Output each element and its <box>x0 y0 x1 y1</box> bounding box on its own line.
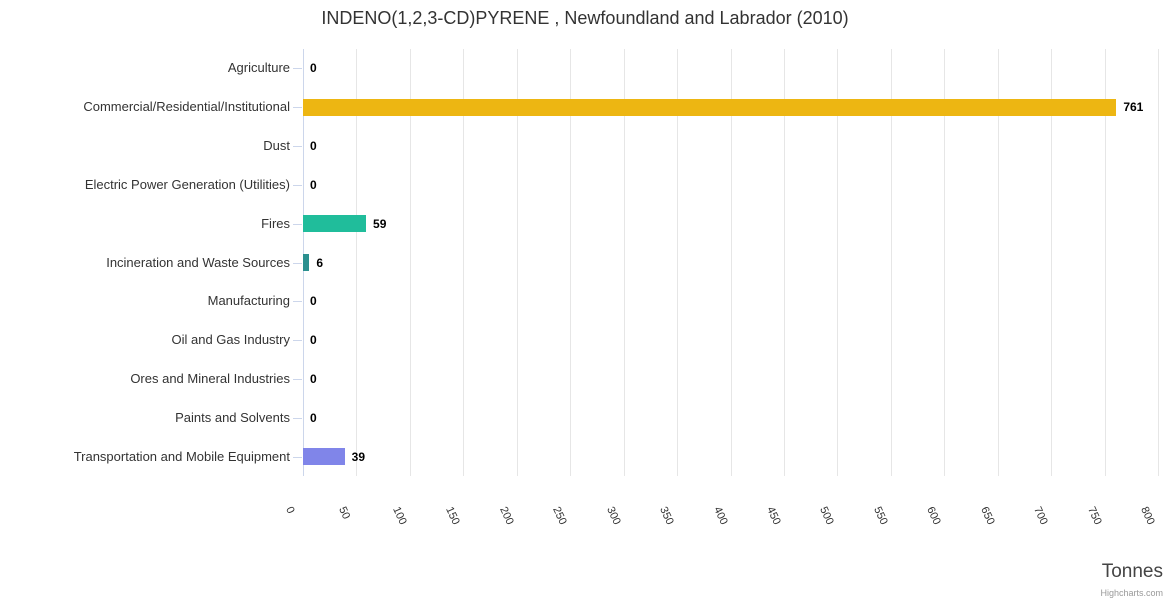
x-tick-label: 200 <box>496 505 516 527</box>
gridline <box>944 49 946 476</box>
category-label-oil-and-gas-industry: Oil and Gas Industry <box>171 332 291 348</box>
category-tick <box>293 418 302 419</box>
value-label-agriculture: 0 <box>310 61 317 76</box>
x-tick-label: 800 <box>1138 505 1157 527</box>
chart-title: INDENO(1,2,3-CD)PYRENE , Newfoundland an… <box>321 8 849 28</box>
x-tick-label: 550 <box>870 505 890 527</box>
category-label-fires: Fires <box>261 215 290 231</box>
value-label-electric-power-generation-utilities: 0 <box>310 177 317 192</box>
gridline <box>356 49 358 476</box>
category-label-commercial-residential-institutional: Commercial/Residential/Institutional <box>83 99 290 115</box>
bar-incineration-and-waste-sources[interactable] <box>303 254 310 271</box>
value-label-manufacturing: 0 <box>310 294 317 309</box>
gridline <box>409 49 411 476</box>
gridline <box>677 49 679 476</box>
gridline <box>516 49 518 476</box>
x-tick-label: 0 <box>283 505 297 516</box>
category-tick <box>293 301 302 302</box>
category-tick <box>293 146 302 147</box>
x-tick-label: 400 <box>710 505 730 527</box>
x-tick-label: 300 <box>603 505 623 527</box>
value-label-transportation-and-mobile-equipment: 39 <box>351 449 366 464</box>
x-tick-label: 450 <box>764 505 783 527</box>
bar-transportation-and-mobile-equipment[interactable] <box>303 448 345 466</box>
x-tick-label: 350 <box>657 505 676 527</box>
value-label-dust: 0 <box>310 139 317 154</box>
highcharts-credits-link[interactable]: Highcharts.com <box>1100 588 1163 598</box>
gridline <box>623 49 625 476</box>
gridline <box>783 49 785 476</box>
value-label-fires: 59 <box>373 216 387 231</box>
x-tick-label: 750 <box>1084 505 1104 527</box>
category-tick <box>293 379 302 380</box>
x-tick-label: 600 <box>924 505 944 527</box>
value-label-commercial-residential-institutional: 761 <box>1123 100 1144 115</box>
category-label-dust: Dust <box>263 138 290 154</box>
value-label-oil-and-gas-industry: 0 <box>310 333 317 348</box>
x-tick-label: 500 <box>817 505 837 527</box>
category-label-transportation-and-mobile-equipment: Transportation and Mobile Equipment <box>73 448 290 464</box>
gridline <box>1051 49 1053 476</box>
category-tick <box>293 263 302 264</box>
gridline <box>1104 49 1106 476</box>
category-tick <box>293 340 302 341</box>
category-label-incineration-and-waste-sources: Incineration and Waste Sources <box>106 254 290 270</box>
gridline <box>463 49 465 476</box>
x-tick-label: 50 <box>336 505 353 522</box>
gridline <box>730 49 732 476</box>
category-tick <box>293 457 302 458</box>
x-tick-label: 100 <box>389 505 409 527</box>
category-tick <box>293 224 302 225</box>
value-label-ores-and-mineral-industries: 0 <box>310 371 317 386</box>
category-label-paints-and-solvents: Paints and Solvents <box>175 409 290 425</box>
gridline <box>1158 49 1159 476</box>
category-label-ores-and-mineral-industries: Ores and Mineral Industries <box>130 370 290 386</box>
gridline <box>837 49 839 476</box>
x-tick-label: 700 <box>1031 505 1050 527</box>
category-label-agriculture: Agriculture <box>227 60 290 76</box>
x-axis-title: Tonnes <box>1101 561 1163 582</box>
gridline <box>997 49 999 476</box>
value-label-incineration-and-waste-sources: 6 <box>316 255 324 270</box>
category-tick <box>293 185 302 186</box>
category-label-manufacturing: Manufacturing <box>207 293 290 309</box>
gridline <box>890 49 892 476</box>
category-tick <box>293 107 302 108</box>
category-tick <box>293 68 302 69</box>
x-tick-label: 250 <box>550 505 569 527</box>
value-label-paints-and-solvents: 0 <box>310 410 317 425</box>
x-tick-label: 650 <box>977 505 997 527</box>
x-tick-label: 150 <box>443 505 463 527</box>
gridline <box>570 49 572 476</box>
bar-commercial-residential-institutional[interactable] <box>303 98 1117 116</box>
category-label-electric-power-generation-utilities: Electric Power Generation (Utilities) <box>84 176 290 192</box>
bar-fires[interactable] <box>303 215 367 233</box>
